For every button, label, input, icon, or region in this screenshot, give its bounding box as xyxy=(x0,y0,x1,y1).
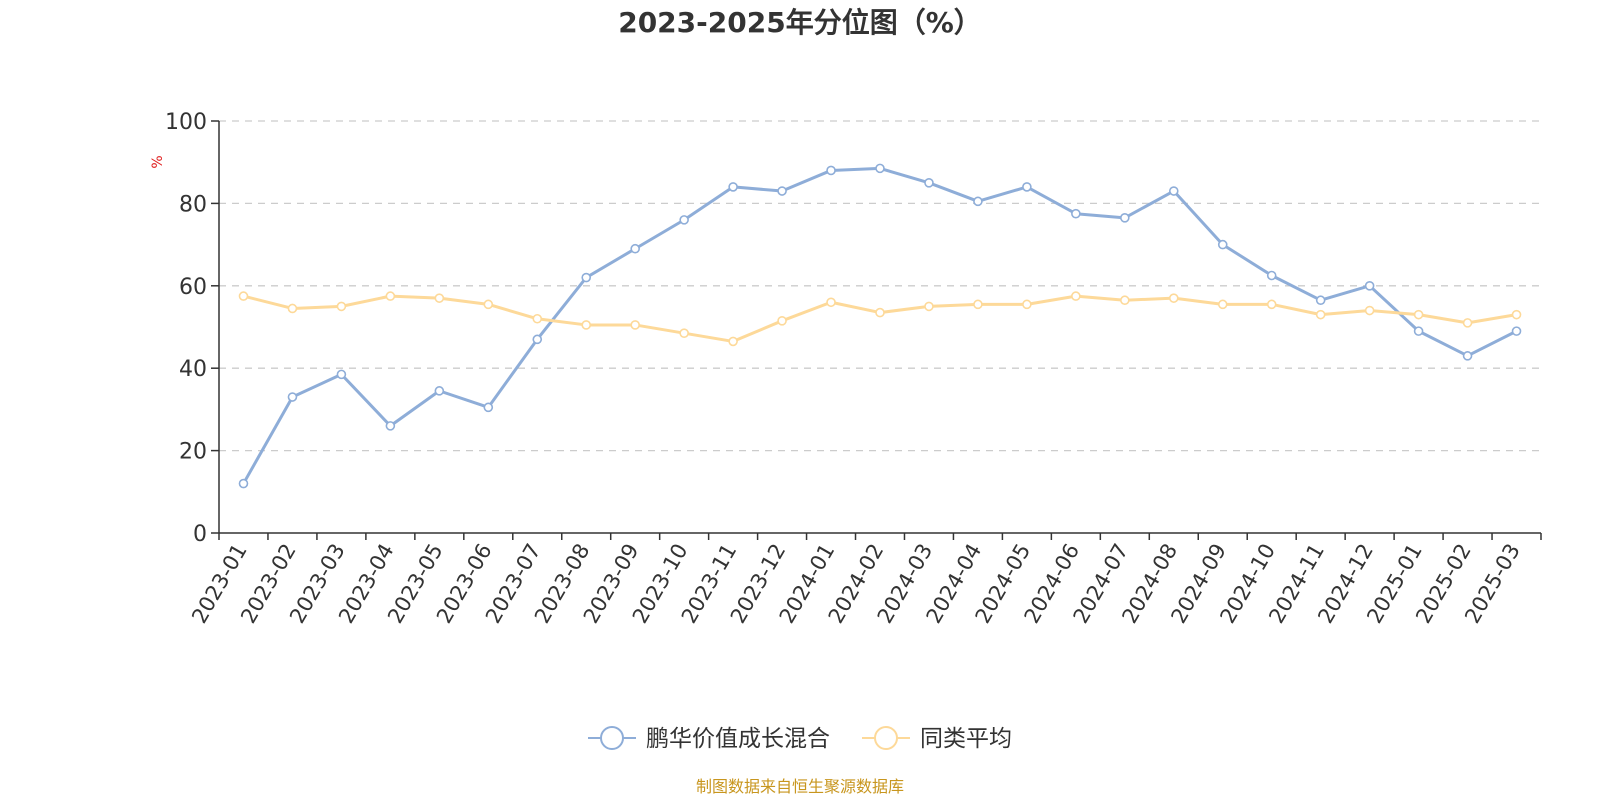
data-point[interactable] xyxy=(434,293,445,303)
data-point[interactable] xyxy=(777,316,787,326)
series-line-0 xyxy=(242,166,1518,485)
data-source-note: 制图数据来自恒生聚源数据库 xyxy=(696,777,904,796)
data-point[interactable] xyxy=(532,334,543,345)
data-point[interactable] xyxy=(1462,318,1473,328)
data-point[interactable] xyxy=(581,272,592,283)
y-tick-label: 60 xyxy=(179,275,207,300)
y-tick-label: 100 xyxy=(165,110,207,135)
data-point[interactable] xyxy=(875,307,885,318)
data-point[interactable] xyxy=(1511,309,1522,320)
y-tick-label: 20 xyxy=(179,440,207,465)
data-point[interactable] xyxy=(1413,309,1424,320)
legend-label-fund: 鹏华价值成长混合 xyxy=(646,726,830,752)
data-point[interactable] xyxy=(1364,305,1375,316)
data-point[interactable] xyxy=(924,178,934,188)
data-point[interactable] xyxy=(728,182,738,192)
series-line-1 xyxy=(243,294,1517,343)
data-point[interactable] xyxy=(581,320,592,330)
data-point[interactable] xyxy=(1266,299,1277,310)
data-point[interactable] xyxy=(385,291,396,301)
series-1 xyxy=(238,291,1522,347)
data-point[interactable] xyxy=(1022,182,1032,192)
chart-title: 2023-2025年分位图（%） xyxy=(618,6,982,39)
data-point[interactable] xyxy=(1217,239,1228,250)
data-point[interactable] xyxy=(1071,291,1081,301)
data-point[interactable] xyxy=(973,299,983,310)
data-point[interactable] xyxy=(1462,351,1473,361)
y-axis-unit-label: % xyxy=(150,155,166,168)
data-point[interactable] xyxy=(777,186,787,196)
data-point[interactable] xyxy=(1120,295,1130,306)
data-point[interactable] xyxy=(238,291,249,301)
series-lines xyxy=(238,163,1522,489)
data-point[interactable] xyxy=(875,163,885,174)
data-point[interactable] xyxy=(1364,280,1375,291)
data-point[interactable] xyxy=(1217,299,1228,310)
data-point[interactable] xyxy=(287,303,298,314)
data-point[interactable] xyxy=(1168,293,1179,303)
data-point[interactable] xyxy=(1168,186,1179,196)
data-point[interactable] xyxy=(1120,213,1130,223)
data-point[interactable] xyxy=(630,243,640,254)
data-point[interactable] xyxy=(1071,208,1081,219)
data-point[interactable] xyxy=(1413,326,1424,336)
legend-item-fund[interactable]: 鹏华价值成长混合 xyxy=(588,726,830,752)
data-point[interactable] xyxy=(336,369,347,380)
data-point[interactable] xyxy=(679,328,689,338)
data-point[interactable] xyxy=(630,320,640,330)
data-point[interactable] xyxy=(287,392,298,402)
data-point[interactable] xyxy=(532,313,543,324)
legend: 鹏华价值成长混合 同类平均 xyxy=(588,726,1012,752)
data-point[interactable] xyxy=(483,299,494,310)
data-point[interactable] xyxy=(924,301,934,312)
legend-swatch-marker-peer-average xyxy=(874,726,898,750)
data-point[interactable] xyxy=(1266,270,1277,281)
axes: 0204060801002023-012023-022023-032023-04… xyxy=(165,110,1542,627)
data-point[interactable] xyxy=(826,165,836,176)
data-point[interactable] xyxy=(434,386,445,396)
data-point[interactable] xyxy=(483,402,494,413)
legend-label-peer-average: 同类平均 xyxy=(920,726,1012,752)
data-point[interactable] xyxy=(826,297,836,308)
data-point[interactable] xyxy=(238,478,249,489)
data-point[interactable] xyxy=(1315,295,1326,306)
data-point[interactable] xyxy=(679,215,689,225)
data-point[interactable] xyxy=(1022,299,1032,310)
y-tick-label: 0 xyxy=(193,522,207,547)
y-tick-label: 40 xyxy=(179,357,207,382)
data-point[interactable] xyxy=(1511,326,1522,336)
data-point[interactable] xyxy=(728,336,738,347)
data-point[interactable] xyxy=(973,196,983,207)
data-point[interactable] xyxy=(385,421,396,431)
legend-item-peer-average[interactable]: 同类平均 xyxy=(862,726,1012,752)
series-0 xyxy=(238,163,1522,489)
data-point[interactable] xyxy=(1315,309,1326,320)
data-point[interactable] xyxy=(336,301,347,312)
legend-swatch-marker-fund xyxy=(600,726,624,750)
y-tick-label: 80 xyxy=(179,192,207,217)
